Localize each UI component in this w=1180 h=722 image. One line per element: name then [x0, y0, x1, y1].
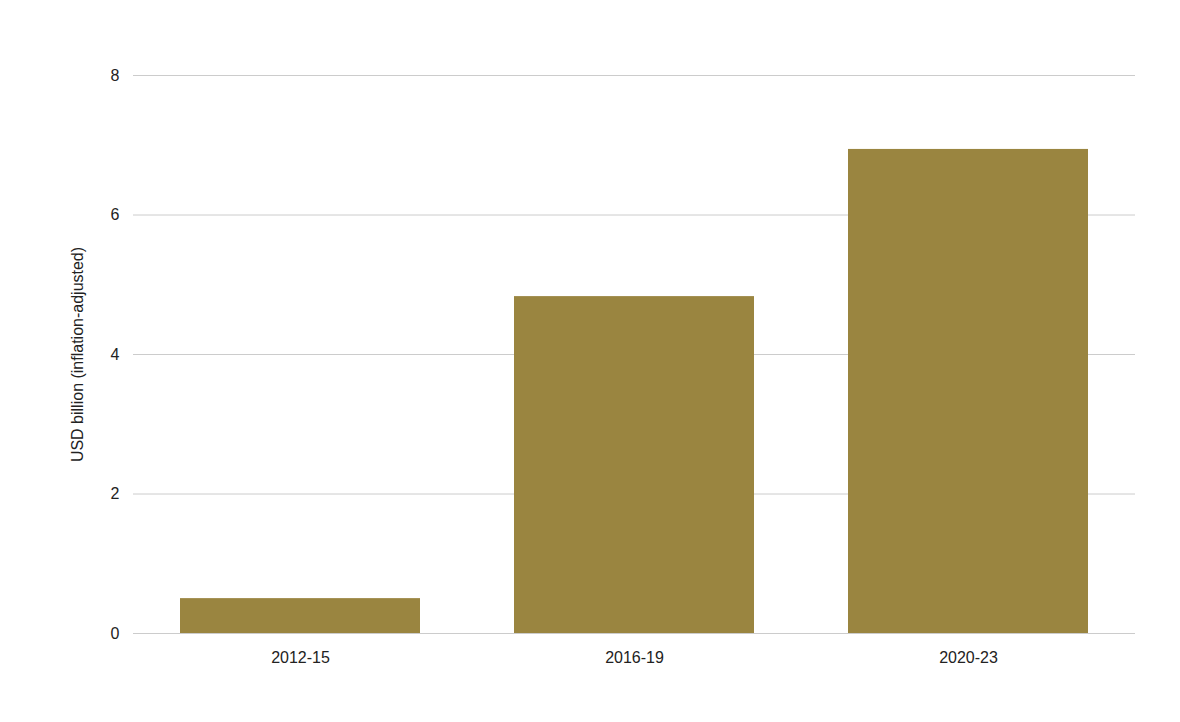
svg-text:2: 2 — [111, 485, 120, 502]
svg-text:8: 8 — [111, 67, 120, 84]
svg-text:4: 4 — [111, 346, 120, 363]
svg-text:2020-23: 2020-23 — [939, 649, 998, 666]
svg-text:USD billion (inflation-adjuste: USD billion (inflation-adjusted) — [69, 247, 86, 462]
svg-text:2012-15: 2012-15 — [271, 649, 330, 666]
svg-text:6: 6 — [111, 206, 120, 223]
svg-text:2016-19: 2016-19 — [605, 649, 664, 666]
svg-text:0: 0 — [111, 625, 120, 642]
